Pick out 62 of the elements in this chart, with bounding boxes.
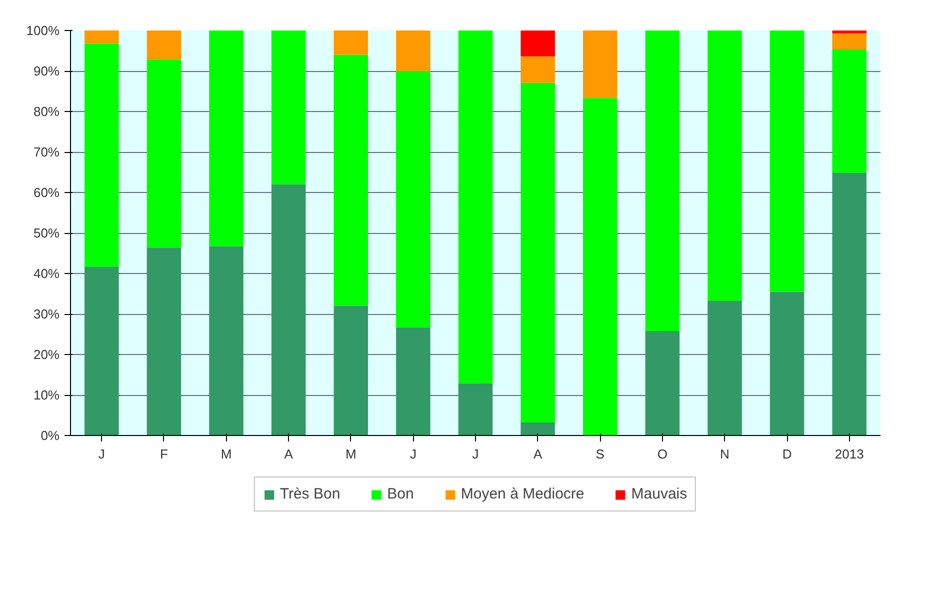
bar bbox=[396, 30, 430, 71]
bar bbox=[146, 248, 182, 436]
bar bbox=[84, 266, 119, 436]
bar bbox=[520, 30, 555, 56]
x-tick-label: J bbox=[410, 446, 416, 462]
y-tick-label: 100% bbox=[26, 23, 60, 38]
x-tick-label: F bbox=[160, 446, 168, 462]
bar bbox=[84, 44, 119, 267]
y-tick-label: 70% bbox=[33, 144, 60, 160]
x-tick-label: J bbox=[472, 446, 479, 462]
y-tick-label: 40% bbox=[33, 266, 60, 281]
bar bbox=[645, 30, 680, 332]
y-tick-label: 20% bbox=[33, 347, 60, 362]
x-tick-label: J bbox=[98, 446, 105, 462]
x-tick-label: O bbox=[657, 446, 668, 462]
y-tick-label: 30% bbox=[33, 306, 60, 322]
y-tick-label: 90% bbox=[33, 64, 60, 78]
y-tick-label: 10% bbox=[33, 388, 60, 402]
bar bbox=[770, 30, 804, 292]
bar bbox=[146, 60, 182, 248]
bar bbox=[582, 30, 618, 98]
x-tick-label: M bbox=[220, 446, 232, 462]
bar bbox=[582, 98, 618, 436]
bar bbox=[645, 331, 680, 436]
bar bbox=[458, 383, 493, 436]
bar bbox=[832, 172, 866, 436]
bar bbox=[334, 54, 368, 306]
bar bbox=[520, 422, 555, 436]
legend-label: Très Bon bbox=[280, 486, 340, 502]
bar bbox=[334, 30, 368, 55]
x-tick-label: M bbox=[345, 446, 356, 462]
x-tick-label: S bbox=[596, 446, 605, 462]
bar bbox=[271, 184, 306, 436]
bar bbox=[832, 50, 866, 173]
x-tick-label: D bbox=[782, 446, 792, 462]
bar bbox=[209, 30, 244, 246]
x-tick-label: N bbox=[720, 446, 730, 462]
bar bbox=[146, 30, 182, 60]
bar bbox=[458, 30, 493, 384]
bar bbox=[396, 327, 430, 436]
y-tick-label: 80% bbox=[33, 104, 60, 119]
legend-label: Moyen à Mediocre bbox=[460, 486, 584, 502]
bar bbox=[209, 246, 244, 436]
bar bbox=[396, 71, 430, 328]
bar bbox=[520, 56, 555, 83]
bar bbox=[708, 300, 742, 436]
x-tick-label: A bbox=[533, 446, 542, 462]
bar bbox=[271, 30, 306, 184]
x-tick-label: 2013 bbox=[834, 446, 864, 462]
bar bbox=[520, 82, 555, 423]
legend-label: Mauvais bbox=[631, 486, 688, 502]
bar bbox=[708, 30, 742, 301]
bar bbox=[84, 30, 119, 44]
y-tick-label: 0% bbox=[40, 428, 60, 443]
bar bbox=[334, 306, 368, 436]
legend-label: Bon bbox=[387, 486, 414, 502]
x-tick-label: A bbox=[284, 446, 294, 462]
bar bbox=[832, 33, 866, 50]
bar bbox=[832, 30, 866, 34]
bar bbox=[770, 292, 804, 436]
y-tick-label: 50% bbox=[33, 226, 60, 240]
y-tick-label: 60% bbox=[33, 185, 60, 200]
